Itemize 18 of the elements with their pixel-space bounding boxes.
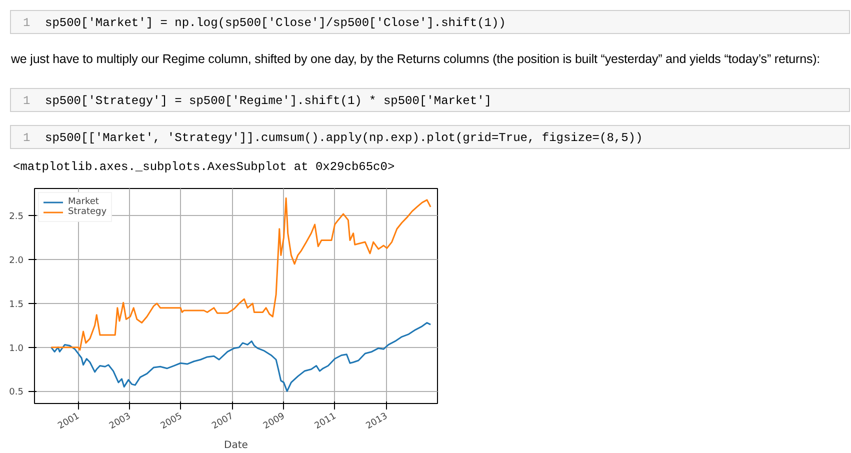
text: 1 <box>23 130 30 147</box>
text: sp500[['Market', 'Strategy']].cumsum().apply(np.exp).plot(grid=True, figsize=(8,5)) <box>45 130 643 147</box>
text: 1 <box>23 15 30 32</box>
legend-label: Strategy <box>68 207 107 217</box>
y-tick-label: 0.5 <box>9 388 24 398</box>
y-tick-label: 2.5 <box>9 212 24 222</box>
y-tick-label: 1.5 <box>9 300 24 310</box>
line-series <box>50 197 432 351</box>
text: we just have to multiply our Regime column, shifted by one day, by the Returns columns (the position is built “yesterday” and yields “today’s” returns): <box>11 51 820 68</box>
text: 1 <box>23 93 30 110</box>
line-series <box>50 322 432 392</box>
text: sp500['Strategy'] = sp500['Regime'].shift(1) * sp500['Market'] <box>45 93 492 110</box>
y-tick-label: 1.0 <box>9 344 24 354</box>
y-tick-label: 2.0 <box>9 256 24 266</box>
x-axis-title: Date <box>224 440 248 452</box>
text: <matplotlib.axes._subplots.AxesSubplot at 0x29cb65c0> <box>13 159 395 176</box>
legend-label: Market <box>68 197 99 207</box>
text: sp500['Market'] = np.log(sp500['Close']/sp500['Close'].shift(1)) <box>45 15 506 32</box>
